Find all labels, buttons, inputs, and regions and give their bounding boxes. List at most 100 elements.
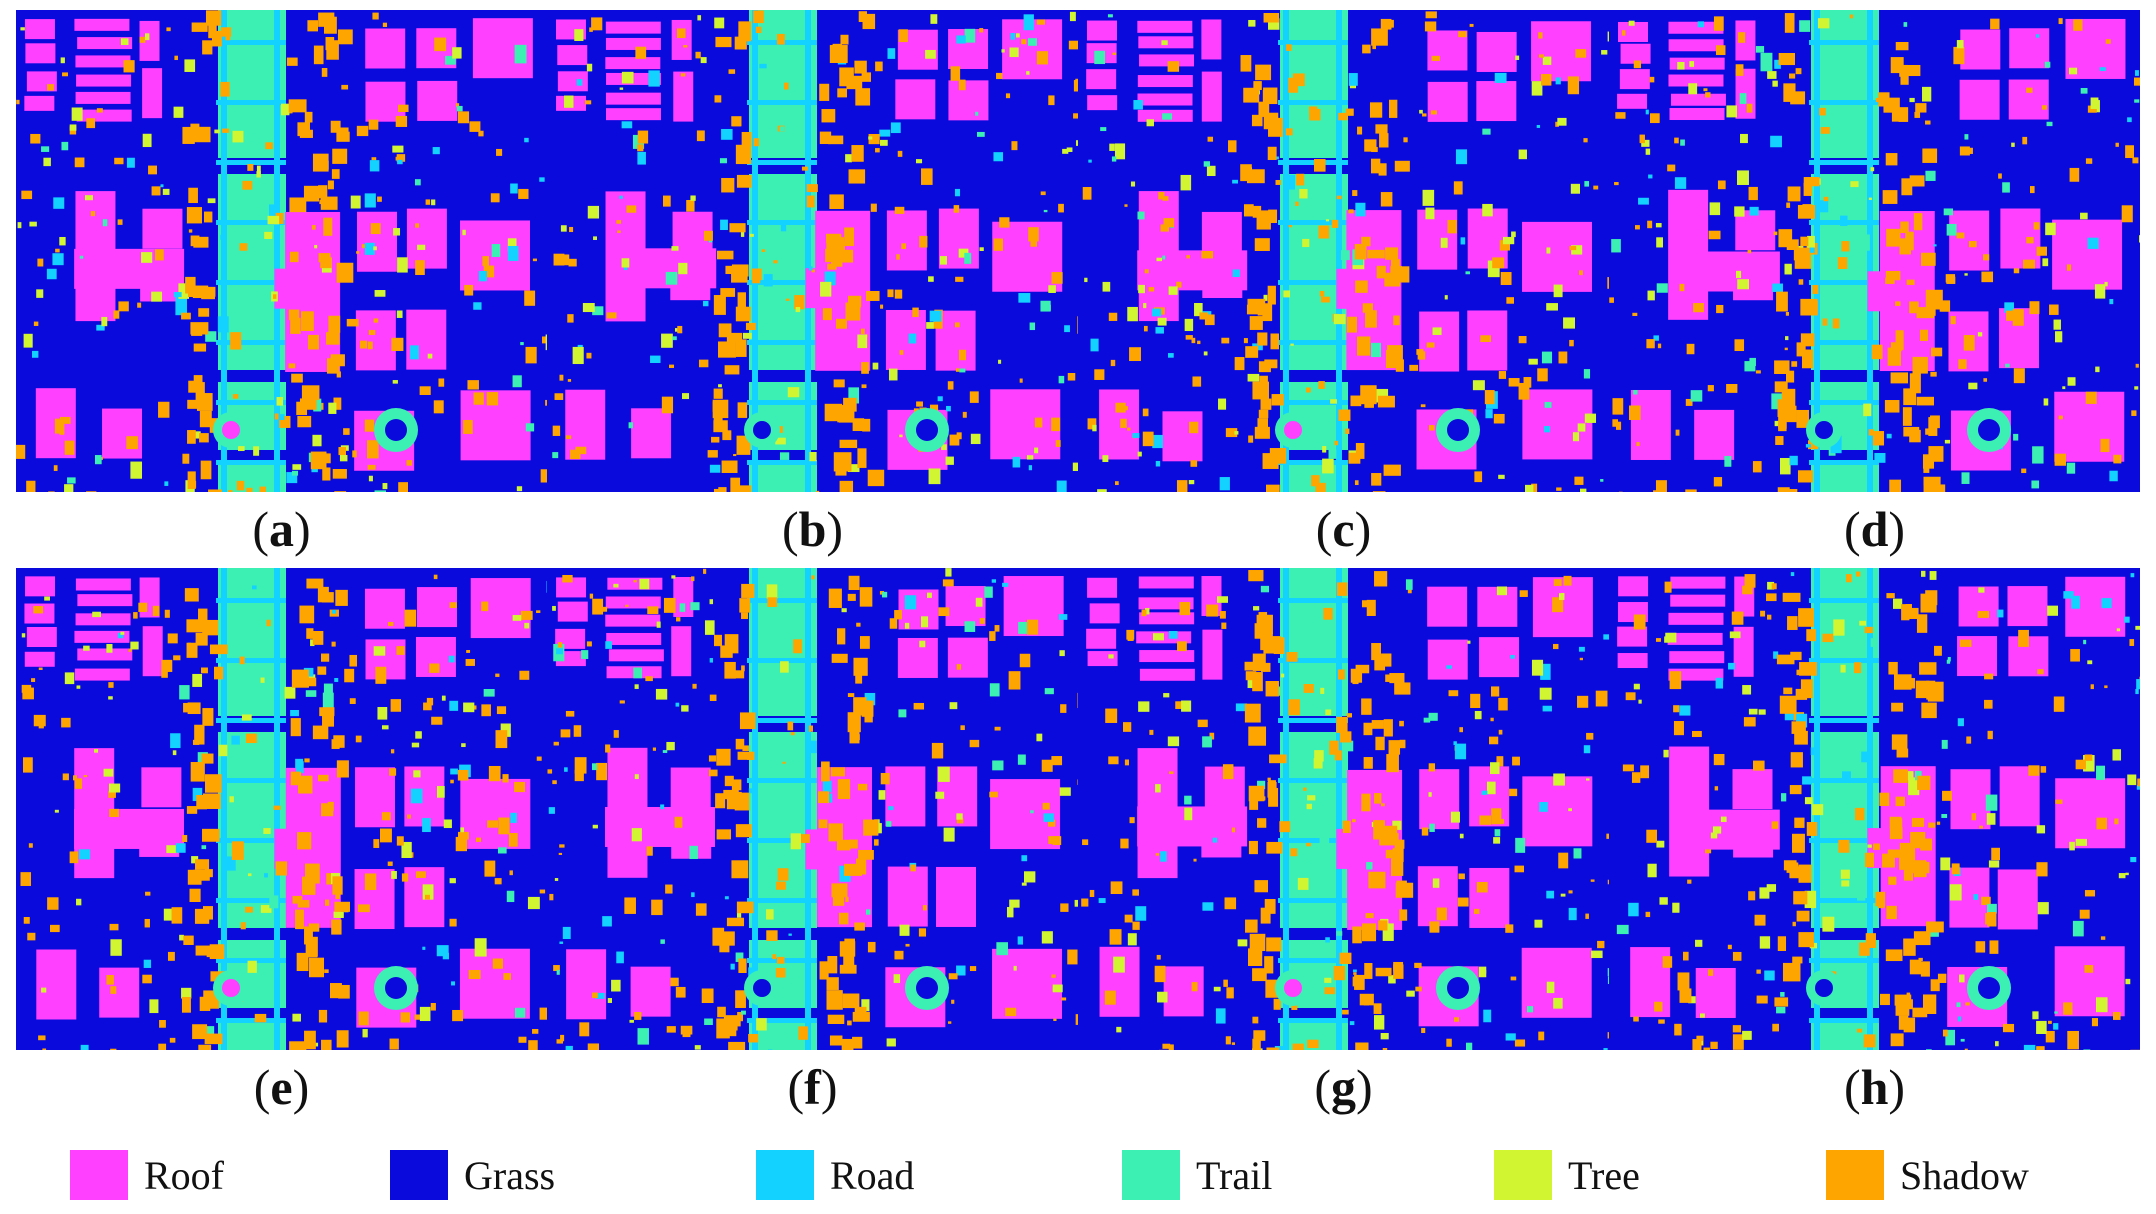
class-speckle bbox=[64, 440, 75, 455]
class-speckle bbox=[1490, 717, 1494, 722]
class-speckle bbox=[1586, 778, 1590, 781]
class-speckle bbox=[905, 943, 910, 947]
roof-block bbox=[74, 668, 130, 681]
shadow-cluster bbox=[1883, 97, 1900, 113]
class-speckle bbox=[1084, 277, 1088, 283]
roof-block bbox=[24, 19, 55, 40]
class-speckle bbox=[449, 918, 457, 927]
class-speckle bbox=[1607, 879, 1609, 885]
class-speckle bbox=[1189, 421, 1199, 434]
class-speckle bbox=[457, 111, 470, 124]
shadow-cluster bbox=[312, 153, 329, 172]
class-speckle bbox=[586, 63, 593, 72]
roof-block bbox=[992, 221, 1063, 292]
class-speckle bbox=[2090, 97, 2099, 109]
class-speckle bbox=[173, 655, 181, 661]
shadow-cluster bbox=[1378, 163, 1387, 176]
class-speckle bbox=[740, 231, 745, 237]
shadow-cluster bbox=[1385, 247, 1398, 260]
shadow-cluster bbox=[1889, 479, 1902, 492]
class-speckle bbox=[1688, 996, 1696, 1004]
class-speckle bbox=[1674, 177, 1687, 189]
shadow-cluster bbox=[735, 738, 745, 750]
class-speckle bbox=[867, 941, 876, 953]
class-speckle bbox=[364, 419, 375, 432]
class-speckle bbox=[928, 276, 934, 282]
class-speckle bbox=[236, 480, 245, 491]
class-speckle bbox=[1867, 844, 1872, 848]
class-speckle bbox=[2069, 841, 2075, 851]
class-speckle bbox=[768, 1049, 773, 1050]
class-speckle bbox=[733, 454, 737, 457]
class-speckle bbox=[1209, 732, 1215, 740]
class-speckle bbox=[331, 641, 336, 647]
class-speckle bbox=[1199, 312, 1209, 320]
class-speckle bbox=[514, 44, 527, 64]
class-speckle bbox=[861, 362, 869, 374]
class-speckle bbox=[1555, 121, 1559, 127]
class-speckle bbox=[1372, 44, 1376, 50]
class-speckle bbox=[392, 145, 404, 153]
class-speckle bbox=[2127, 774, 2137, 786]
class-speckle bbox=[467, 380, 479, 390]
class-speckle bbox=[1021, 882, 1027, 886]
class-speckle bbox=[306, 628, 314, 639]
class-speckle bbox=[225, 856, 236, 871]
class-speckle bbox=[525, 423, 535, 432]
shadow-cluster bbox=[193, 343, 207, 352]
class-speckle bbox=[1176, 281, 1182, 288]
shadow-cluster bbox=[301, 311, 314, 331]
class-speckle bbox=[847, 1020, 852, 1026]
roof-block bbox=[631, 408, 672, 459]
class-speckle bbox=[1028, 465, 1033, 471]
class-speckle bbox=[1738, 32, 1746, 43]
class-speckle bbox=[1759, 936, 1771, 949]
shadow-cluster bbox=[1803, 177, 1820, 187]
class-speckle bbox=[663, 597, 676, 613]
class-speckle bbox=[392, 380, 398, 384]
class-speckle bbox=[865, 909, 871, 915]
shadow-cluster bbox=[299, 398, 317, 410]
class-speckle bbox=[1392, 820, 1402, 830]
shadow-cluster bbox=[828, 823, 843, 842]
class-speckle bbox=[1053, 1018, 1057, 1021]
shadow-cluster bbox=[1798, 608, 1814, 627]
shadow-cluster bbox=[854, 922, 865, 931]
class-speckle bbox=[651, 899, 663, 916]
class-speckle bbox=[1874, 453, 1886, 463]
roof-block bbox=[1139, 612, 1195, 625]
class-speckle bbox=[1960, 1038, 1965, 1042]
road-line bbox=[1809, 718, 1879, 723]
class-speckle bbox=[742, 332, 752, 339]
shadow-cluster bbox=[1913, 213, 1923, 231]
shadow-cluster bbox=[1246, 169, 1265, 184]
shadow-cluster bbox=[827, 1014, 845, 1025]
class-speckle bbox=[1167, 61, 1180, 72]
class-speckle bbox=[855, 674, 863, 684]
class-speckle bbox=[2067, 1030, 2079, 1050]
class-speckle bbox=[364, 193, 376, 208]
roof-block bbox=[1089, 603, 1120, 624]
class-speckle bbox=[1127, 306, 1138, 322]
class-speckle bbox=[144, 918, 150, 928]
shadow-cluster bbox=[838, 405, 855, 423]
class-speckle bbox=[1482, 203, 1493, 217]
roof-block bbox=[74, 630, 130, 643]
class-speckle bbox=[482, 256, 490, 266]
shadow-cluster bbox=[1898, 1015, 1909, 1030]
class-speckle bbox=[1399, 909, 1408, 921]
class-speckle bbox=[1336, 195, 1342, 200]
class-speckle bbox=[579, 1022, 590, 1037]
road-line bbox=[216, 1018, 286, 1023]
shadow-cluster bbox=[1370, 158, 1381, 174]
shadow-cluster bbox=[290, 771, 302, 786]
path-strip bbox=[547, 716, 1078, 732]
road-line bbox=[747, 340, 817, 345]
class-speckle bbox=[1151, 308, 1162, 317]
class-speckle bbox=[596, 762, 608, 781]
shadow-cluster bbox=[1915, 103, 1927, 113]
class-speckle bbox=[276, 414, 285, 420]
class-speckle bbox=[1908, 678, 1916, 689]
road-line bbox=[752, 568, 758, 1050]
class-speckle bbox=[1297, 877, 1309, 890]
